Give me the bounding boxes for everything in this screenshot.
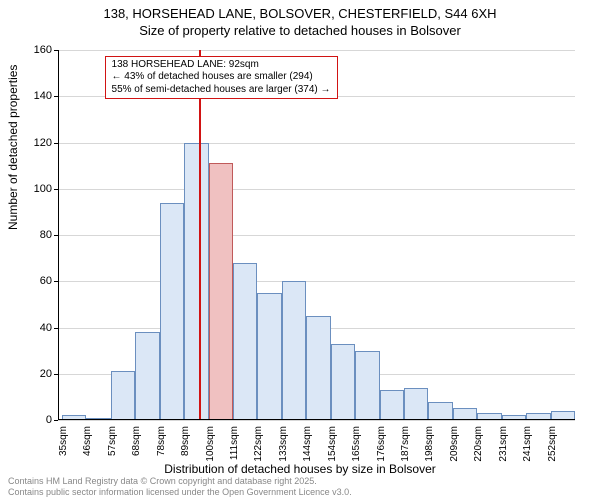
gridline [58,281,575,282]
gridline [58,420,575,421]
y-tick-label: 160 [34,44,52,56]
x-tick-label: 231sqm [498,426,509,462]
histogram-bar [355,351,379,420]
chart-title-2: Size of property relative to detached ho… [0,23,600,40]
x-tick-label: 187sqm [400,426,411,462]
y-tick-label: 20 [40,368,52,380]
histogram-bar [428,402,452,421]
x-tick-label: 111sqm [229,426,240,460]
histogram-bar [257,293,281,420]
histogram-bar [184,143,208,421]
credits: Contains HM Land Registry data © Crown c… [8,476,352,498]
y-tick-label: 140 [34,90,52,102]
y-tick-label: 40 [40,322,52,334]
histogram-bar [233,263,257,420]
x-axis [58,419,575,420]
x-tick-label: 46sqm [82,426,93,456]
histogram-bar [306,316,330,420]
x-tick-label: 35sqm [58,426,69,456]
y-tick-label: 0 [46,414,52,426]
x-tick-label: 198sqm [424,426,435,462]
gridline [58,235,575,236]
marker-line [199,50,201,420]
annotation-box: 138 HORSEHEAD LANE: 92sqm← 43% of detach… [105,56,338,100]
x-axis-label: Distribution of detached houses by size … [0,462,600,476]
x-tick-label: 133sqm [278,426,289,462]
annotation-line: 55% of semi-detached houses are larger (… [112,84,331,97]
chart-title-1: 138, HORSEHEAD LANE, BOLSOVER, CHESTERFI… [0,6,600,23]
x-tick-label: 144sqm [302,426,313,462]
x-tick-label: 89sqm [180,426,191,456]
histogram-bar [282,281,306,420]
x-tick-label: 220sqm [473,426,484,462]
x-tick-label: 100sqm [205,426,216,462]
x-tick-label: 252sqm [547,426,558,462]
y-tick-label: 60 [40,275,52,287]
histogram-bar [209,163,233,420]
x-tick-label: 241sqm [522,426,533,462]
y-tick-label: 80 [40,229,52,241]
chart-plot-area: 02040608010012014016035sqm46sqm57sqm68sq… [58,50,575,420]
x-tick-label: 57sqm [107,426,118,456]
annotation-line: ← 43% of detached houses are smaller (29… [112,71,331,84]
histogram-bar [111,371,135,420]
y-tick-label: 100 [34,183,52,195]
credit-line-1: Contains HM Land Registry data © Crown c… [8,476,352,487]
histogram-bar [380,390,404,420]
gridline [58,143,575,144]
y-tick-label: 120 [34,137,52,149]
histogram-bar [404,388,428,420]
x-tick-label: 68sqm [131,426,142,456]
x-tick-label: 209sqm [449,426,460,462]
histogram-bar [135,332,159,420]
annotation-line: 138 HORSEHEAD LANE: 92sqm [112,59,331,72]
histogram-bar [331,344,355,420]
x-tick-label: 78sqm [156,426,167,456]
credit-line-2: Contains public sector information licen… [8,487,352,498]
x-tick-label: 122sqm [253,426,264,462]
x-tick-label: 154sqm [327,426,338,462]
x-tick-label: 176sqm [376,426,387,462]
x-tick-label: 165sqm [351,426,362,462]
gridline [58,50,575,51]
y-axis [58,50,59,420]
y-axis-label: Number of detached properties [6,65,20,230]
histogram-bar [160,203,184,420]
gridline [58,189,575,190]
